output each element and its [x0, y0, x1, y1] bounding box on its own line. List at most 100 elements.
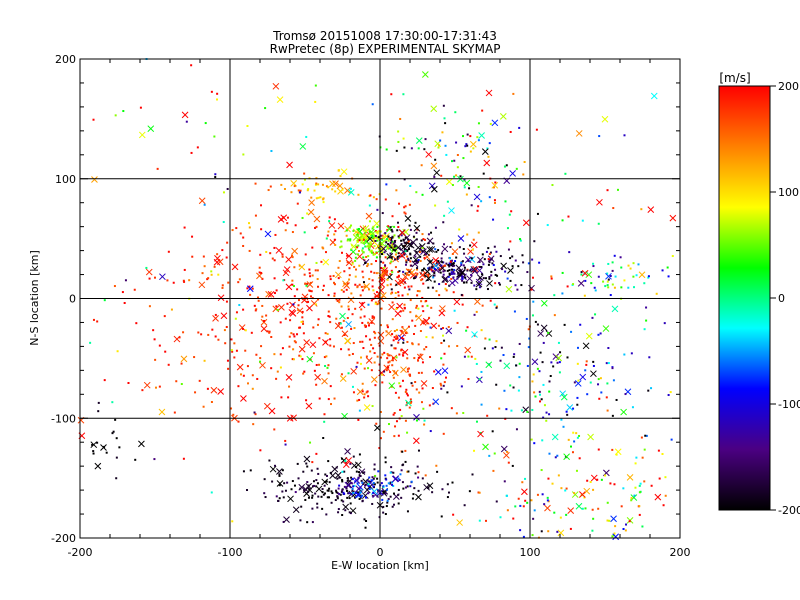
- data-point: [492, 264, 495, 267]
- data-point-x: [578, 491, 586, 498]
- data-point: [560, 418, 563, 421]
- data-point: [372, 491, 375, 494]
- data-point: [551, 184, 554, 187]
- data-point: [368, 245, 371, 248]
- data-point: [273, 246, 276, 249]
- data-point: [478, 378, 481, 381]
- data-point: [357, 244, 360, 247]
- data-point: [301, 358, 304, 361]
- data-point: [273, 353, 276, 356]
- data-point: [362, 482, 365, 485]
- data-point: [290, 488, 293, 491]
- data-point: [241, 327, 244, 330]
- data-point: [419, 330, 422, 333]
- data-point: [493, 245, 496, 248]
- data-point: [547, 477, 550, 480]
- data-point: [446, 496, 449, 499]
- data-point: [611, 269, 614, 272]
- data-point: [96, 320, 99, 323]
- data-point: [444, 144, 447, 147]
- data-point: [615, 453, 618, 456]
- data-point-x: [286, 161, 293, 169]
- data-point: [489, 122, 492, 125]
- data-point: [382, 261, 385, 264]
- data-point: [416, 290, 419, 293]
- data-point: [440, 252, 443, 255]
- data-point: [491, 262, 494, 265]
- data-point: [367, 395, 370, 398]
- data-point: [384, 264, 387, 267]
- data-point: [526, 364, 529, 367]
- data-point-x: [345, 259, 353, 267]
- data-point: [470, 281, 473, 284]
- data-point: [370, 321, 373, 324]
- data-point: [638, 505, 641, 508]
- data-point: [413, 357, 416, 360]
- data-point: [377, 230, 380, 233]
- data-point: [399, 310, 402, 313]
- data-point: [420, 401, 423, 404]
- data-point: [584, 369, 587, 372]
- data-point: [244, 349, 247, 352]
- data-point: [139, 106, 142, 109]
- data-point: [447, 325, 450, 328]
- data-point: [225, 325, 228, 328]
- data-point: [311, 507, 314, 510]
- data-point: [415, 388, 418, 391]
- data-point-x: [374, 424, 381, 432]
- data-point: [505, 408, 508, 411]
- data-point: [548, 390, 551, 393]
- data-point: [421, 477, 424, 480]
- data-point: [486, 414, 489, 417]
- data-point: [330, 403, 333, 406]
- data-point: [571, 451, 574, 454]
- data-point: [269, 185, 272, 188]
- data-point: [317, 183, 320, 186]
- data-point: [448, 264, 451, 267]
- data-point: [292, 303, 295, 306]
- data-point: [273, 464, 276, 467]
- data-point: [386, 488, 389, 491]
- data-point: [405, 388, 408, 391]
- data-point: [346, 477, 349, 480]
- data-point: [242, 374, 245, 377]
- data-point: [429, 430, 432, 433]
- data-point: [380, 279, 383, 282]
- data-point: [360, 308, 363, 311]
- data-point: [437, 324, 440, 327]
- data-point-x: [415, 137, 423, 144]
- data-point: [488, 142, 491, 145]
- data-point: [620, 266, 623, 269]
- data-point: [484, 337, 487, 340]
- data-point: [416, 267, 419, 270]
- data-point: [460, 293, 463, 296]
- data-point: [188, 279, 191, 282]
- data-point-x: [377, 272, 385, 279]
- data-point: [485, 519, 488, 522]
- data-point: [444, 264, 447, 267]
- data-point: [255, 308, 258, 311]
- data-point: [423, 148, 426, 151]
- data-point: [313, 484, 316, 487]
- data-point-x: [407, 241, 415, 249]
- data-point: [343, 270, 346, 273]
- data-point: [570, 445, 573, 448]
- data-point: [194, 391, 197, 394]
- data-point: [398, 382, 401, 385]
- data-point: [335, 298, 338, 301]
- data-point: [509, 257, 512, 260]
- data-point: [553, 294, 556, 297]
- data-point: [323, 492, 326, 495]
- data-point: [89, 341, 92, 344]
- data-point: [422, 407, 425, 410]
- data-point: [369, 233, 372, 236]
- data-point-x: [507, 267, 514, 274]
- data-point: [375, 231, 378, 234]
- data-point: [390, 258, 393, 261]
- data-point: [370, 263, 373, 266]
- data-point: [409, 485, 412, 488]
- data-point: [379, 286, 382, 289]
- data-point: [542, 341, 545, 344]
- data-point: [521, 254, 524, 257]
- data-point: [387, 366, 390, 369]
